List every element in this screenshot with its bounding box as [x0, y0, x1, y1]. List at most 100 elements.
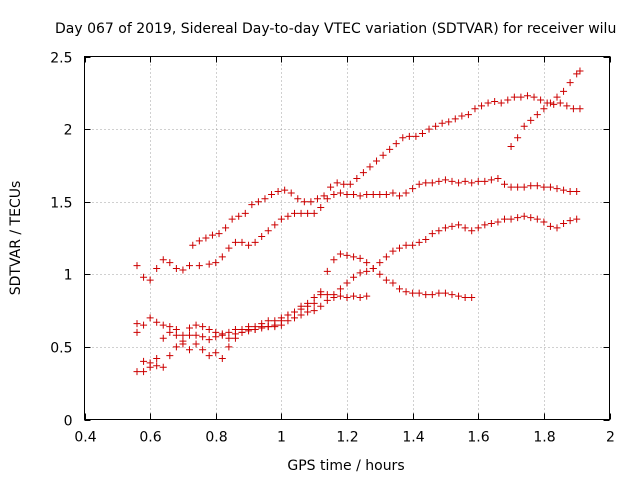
x-tick-label: 1.2 [336, 430, 358, 446]
data-point-track-e [248, 201, 256, 209]
data-point-track-b [186, 324, 193, 332]
data-point-track-a [481, 177, 489, 185]
data-point-track-a [507, 183, 515, 191]
data-point-track-c [199, 333, 207, 341]
chart-title: Day 067 of 2019, Sidereal Day-to-day VTE… [55, 21, 616, 37]
data-point-track-d [356, 294, 364, 302]
data-point-track-e [510, 93, 518, 101]
data-point-track-a [356, 192, 364, 200]
data-point-track-e [392, 140, 400, 148]
data-point-track-a [396, 192, 403, 200]
data-point-track-b [382, 253, 390, 261]
data-point-track-b [520, 212, 528, 220]
data-point-track-c [422, 291, 430, 299]
data-point-track-e [189, 241, 197, 249]
x-tick-label: 1.8 [533, 430, 555, 446]
data-point-track-b [474, 224, 482, 232]
data-point-track-c [231, 325, 239, 333]
data-point-track-a [317, 204, 325, 212]
data-point-track-e [235, 212, 243, 220]
data-point-track-a [415, 180, 423, 188]
data-point-track-a [409, 185, 417, 193]
data-point-track-e [241, 209, 249, 217]
data-point-track-a [297, 209, 305, 217]
data-point-track-c [166, 352, 174, 360]
data-point-track-d [186, 346, 193, 354]
data-point-track-e [208, 231, 216, 239]
data-point-track-d [336, 292, 344, 300]
data-point-track-e [313, 195, 321, 203]
data-point-track-d [166, 328, 174, 336]
data-point-track-c [350, 253, 358, 261]
data-point-track-e [425, 125, 433, 133]
data-point-track-b [422, 235, 430, 243]
data-point-track-c [186, 331, 193, 339]
data-point-track-f [546, 99, 554, 107]
x-tick-label: 1 [277, 430, 286, 446]
data-point-track-b [455, 221, 463, 229]
data-point-track-a [448, 177, 456, 185]
data-point-track-b [205, 325, 213, 333]
data-point-track-c [323, 267, 331, 275]
data-point-track-e [484, 99, 492, 107]
data-point-track-a [258, 233, 266, 241]
data-point-track-a [133, 262, 141, 270]
data-point-track-b [560, 219, 568, 227]
data-point-track-c [448, 291, 456, 299]
data-point-track-c [343, 251, 351, 259]
data-point-track-c [461, 294, 469, 302]
data-point-track-b [133, 320, 141, 328]
data-point-track-d [218, 355, 226, 363]
data-point-track-a [218, 253, 226, 261]
data-point-track-f [560, 87, 568, 95]
data-point-track-a [389, 189, 397, 197]
data-point-track-c [192, 331, 200, 339]
y-tick-label: 1 [64, 268, 73, 284]
data-point-track-f [540, 105, 548, 113]
data-point-track-d [153, 355, 161, 363]
data-point-track-b [501, 215, 508, 223]
data-point-track-a [363, 190, 371, 198]
data-point-track-e [359, 169, 367, 177]
data-point-track-a [153, 264, 161, 272]
data-point-track-e [333, 179, 341, 187]
data-point-track-f [527, 116, 535, 124]
data-point-track-a [238, 238, 246, 246]
data-point-track-d [238, 328, 246, 336]
plot-frame [84, 56, 610, 420]
y-tick-label: 0 [64, 414, 73, 430]
data-point-track-c [133, 368, 141, 376]
data-point-track-d [317, 291, 325, 299]
data-point-track-e [307, 198, 315, 206]
data-point-track-f [520, 122, 528, 130]
data-point-track-e [327, 183, 335, 191]
data-point-track-f [576, 67, 584, 75]
data-point-track-d [245, 325, 253, 333]
data-point-track-d [133, 328, 141, 336]
data-point-track-d [199, 346, 207, 354]
data-point-track-a [231, 238, 239, 246]
data-point-track-e [569, 105, 577, 113]
data-point-track-c [389, 279, 397, 287]
data-point-track-a [494, 174, 502, 182]
data-point-track-a [527, 182, 535, 190]
data-point-track-a [212, 259, 220, 267]
data-point-track-e [281, 186, 289, 194]
data-point-track-a [271, 221, 279, 229]
data-point-track-b [376, 259, 384, 267]
data-point-track-e [346, 180, 354, 188]
data-point-track-b [199, 323, 207, 331]
data-point-track-d [291, 308, 298, 316]
data-point-track-e [195, 237, 203, 245]
data-point-track-c [409, 289, 417, 297]
data-point-track-a [422, 179, 430, 187]
data-point-track-b [573, 215, 581, 223]
data-point-track-b [461, 224, 469, 232]
data-point-track-e [274, 188, 282, 196]
data-point-track-e [386, 145, 394, 153]
data-point-track-a [172, 264, 180, 272]
data-point-track-e [563, 102, 571, 110]
data-point-track-e [294, 195, 302, 203]
data-point-track-b [317, 302, 325, 310]
